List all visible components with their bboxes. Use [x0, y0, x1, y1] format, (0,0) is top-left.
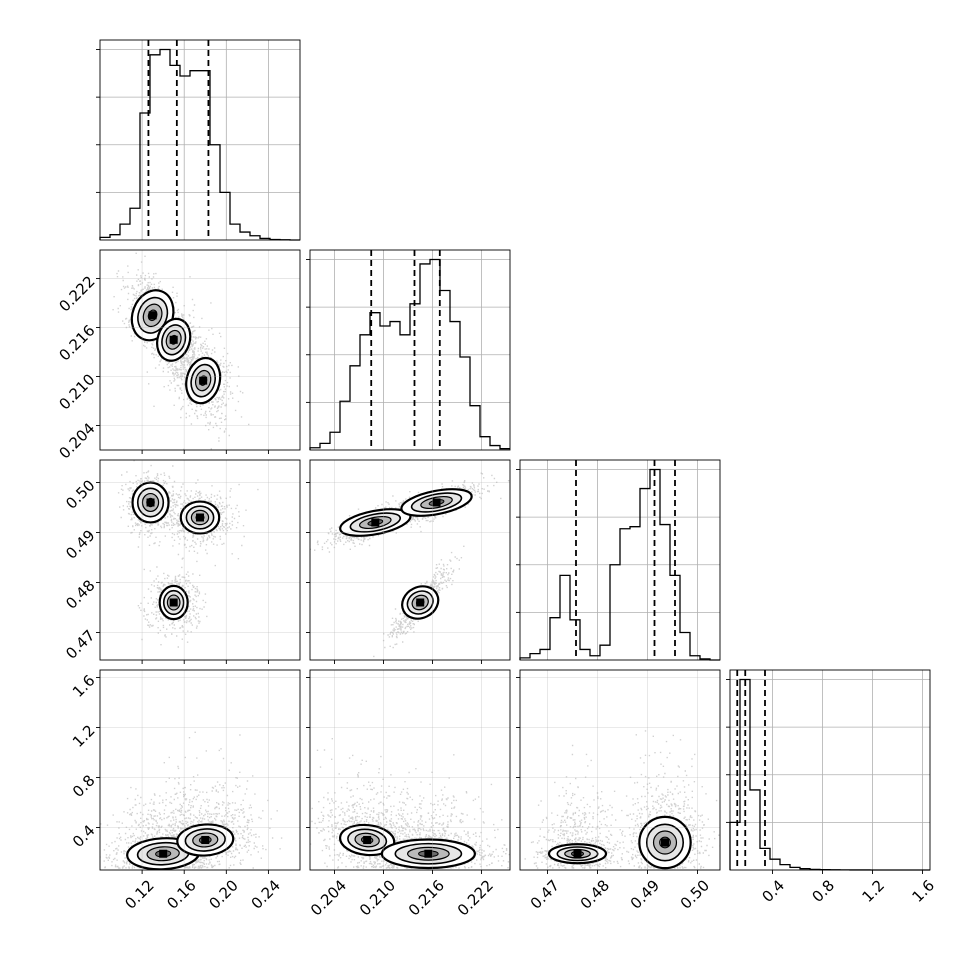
y-tick-label: 1.2 [69, 721, 99, 751]
x-tick-label: 0.210 [356, 876, 399, 919]
panel-frame [99, 669, 301, 871]
y-tick-label: 0.8 [69, 771, 99, 801]
density-peak [416, 598, 425, 607]
x-tick-label: 1.2 [858, 876, 888, 906]
x-tick-label: 0.8 [808, 876, 838, 906]
y-tick-label: 0.216 [55, 321, 98, 364]
panel-2-3 [516, 669, 721, 874]
hist-panel-3 [726, 669, 931, 871]
scatter-points [310, 738, 510, 869]
x-tick-label: 0.16 [163, 876, 199, 912]
density-peak [661, 838, 669, 847]
density-peak [159, 849, 168, 858]
panel-frame [99, 459, 301, 661]
density-peak [573, 849, 582, 858]
density-peak [432, 498, 441, 507]
panel-1-3 [306, 669, 511, 874]
panel-frame [309, 669, 511, 871]
panel-0-2 [96, 459, 301, 664]
histogram-step-1 [309, 258, 510, 450]
x-tick-label: 0.47 [527, 876, 563, 912]
x-tick-label: 0.20 [206, 876, 242, 912]
y-tick-label: 0.50 [62, 476, 98, 512]
density-peak [146, 498, 155, 507]
density-peak [201, 836, 210, 844]
y-tick-label: 0.4 [69, 821, 99, 851]
hist-panel-1 [306, 249, 511, 451]
density-peak [199, 376, 208, 385]
density-peak [169, 598, 178, 607]
x-tick-label: 1.6 [908, 876, 938, 906]
panel-frame [99, 249, 301, 451]
y-tick-label: 0.222 [55, 272, 98, 315]
histogram-step-0 [99, 48, 300, 241]
x-tick-label: 0.50 [677, 876, 713, 912]
hist-panel-2 [516, 459, 721, 661]
density-peak [424, 849, 433, 858]
panel-1-2 [306, 459, 511, 664]
hist-panel-0 [96, 39, 301, 241]
y-tick-label: 0.204 [55, 419, 98, 462]
y-tick-label: 0.210 [55, 370, 98, 413]
x-tick-label: 0.49 [627, 876, 663, 912]
panel-frame [99, 39, 301, 241]
density-peak [148, 311, 157, 320]
density-peak [196, 513, 204, 522]
scatter-points [310, 472, 510, 658]
density-peak [371, 518, 380, 527]
x-tick-label: 0.24 [248, 876, 284, 912]
panel-0-1 [96, 249, 301, 454]
panel-frame [519, 459, 721, 661]
y-tick-label: 0.48 [62, 576, 98, 612]
density-peak [363, 836, 372, 844]
x-tick-label: 0.222 [454, 876, 497, 919]
y-tick-label: 0.49 [62, 526, 98, 562]
x-tick-label: 0.4 [758, 876, 788, 906]
panel-frame [519, 669, 721, 871]
panel-0-3 [96, 669, 301, 874]
panel-frame [309, 249, 511, 451]
histogram-step-2 [519, 468, 720, 661]
x-tick-label: 0.48 [577, 876, 613, 912]
x-tick-label: 0.12 [121, 876, 157, 912]
x-tick-label: 0.204 [307, 876, 350, 919]
y-tick-label: 0.47 [62, 626, 98, 662]
panel-frame [309, 459, 511, 661]
panel-frame [729, 669, 931, 871]
scatter-points [524, 730, 720, 869]
y-tick-label: 1.6 [69, 671, 99, 701]
density-peak [169, 335, 178, 344]
x-tick-label: 0.216 [405, 876, 448, 919]
